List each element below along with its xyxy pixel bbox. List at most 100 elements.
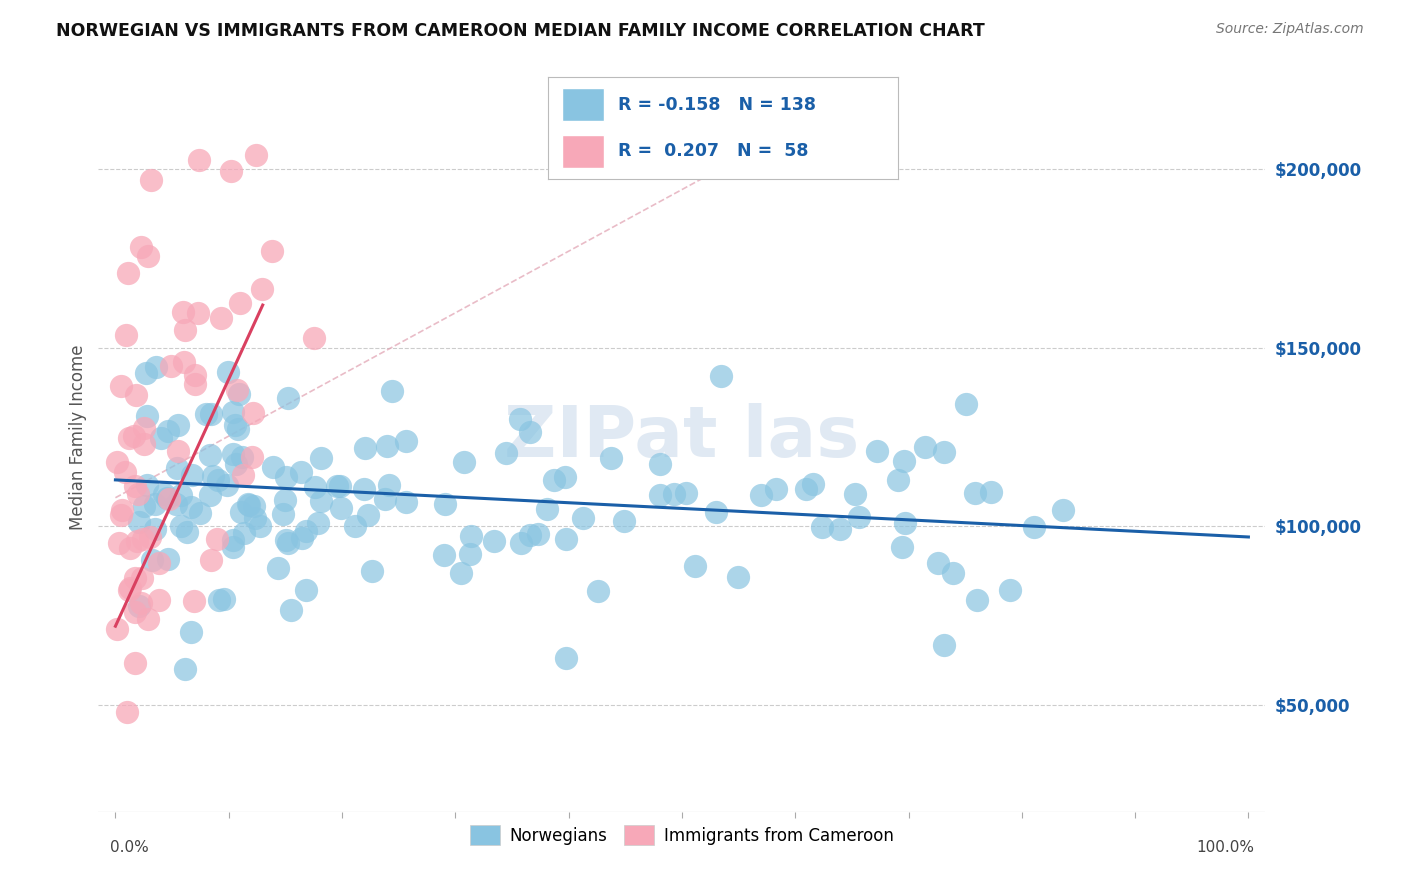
Point xyxy=(662,487,685,501)
Point xyxy=(280,602,302,616)
Text: 0.0%: 0.0% xyxy=(110,840,149,855)
Point xyxy=(381,384,404,398)
Point xyxy=(932,638,955,652)
Point xyxy=(173,355,195,369)
Point xyxy=(460,529,482,543)
Point xyxy=(209,311,232,326)
Point xyxy=(893,453,915,467)
Point xyxy=(170,488,193,502)
Point xyxy=(1052,503,1074,517)
Point xyxy=(128,599,150,613)
Point xyxy=(136,612,159,626)
Point xyxy=(274,533,297,547)
Point xyxy=(136,478,159,492)
Point xyxy=(571,510,593,524)
Point xyxy=(167,418,190,433)
Point xyxy=(198,448,221,462)
Point xyxy=(519,528,541,542)
Point xyxy=(555,533,578,547)
Point xyxy=(128,516,150,530)
Point xyxy=(262,459,284,474)
Point xyxy=(214,592,236,607)
Point xyxy=(942,566,965,581)
Point xyxy=(998,582,1021,597)
Point xyxy=(208,592,231,607)
Point xyxy=(460,548,482,562)
Point xyxy=(200,407,222,421)
Point xyxy=(124,605,146,619)
Point xyxy=(965,486,987,500)
Point xyxy=(172,305,194,319)
Point xyxy=(173,322,195,336)
Point xyxy=(955,397,977,411)
Point xyxy=(527,526,550,541)
Point xyxy=(710,368,733,383)
Point xyxy=(326,479,349,493)
Point xyxy=(894,516,917,531)
Point xyxy=(143,497,166,511)
Point xyxy=(519,425,541,439)
Point xyxy=(274,470,297,484)
Point xyxy=(180,500,202,515)
Point xyxy=(304,481,326,495)
Point xyxy=(685,558,707,573)
Point xyxy=(226,422,249,436)
Point xyxy=(648,487,671,501)
Point xyxy=(794,483,817,497)
Point xyxy=(125,388,148,402)
Point xyxy=(122,428,145,442)
Point xyxy=(187,305,209,319)
Point xyxy=(811,519,834,533)
Point xyxy=(329,500,352,515)
Point xyxy=(180,625,202,640)
Point xyxy=(249,519,271,533)
Point xyxy=(891,540,914,554)
Point xyxy=(132,421,155,435)
Point xyxy=(183,594,205,608)
Point xyxy=(157,491,180,506)
Point xyxy=(224,418,246,433)
Point xyxy=(434,497,457,511)
Point xyxy=(110,508,132,522)
Point xyxy=(207,473,229,487)
Point xyxy=(188,153,211,167)
Point xyxy=(309,494,332,508)
Point xyxy=(495,445,517,459)
Point xyxy=(295,524,318,538)
Point xyxy=(613,514,636,528)
Point xyxy=(233,525,256,540)
Point xyxy=(118,431,141,445)
Point xyxy=(291,531,314,545)
Point xyxy=(222,405,245,419)
Y-axis label: Median Family Income: Median Family Income xyxy=(69,344,87,530)
Point xyxy=(238,498,260,512)
Point xyxy=(117,582,139,597)
Point xyxy=(377,478,399,492)
Point xyxy=(200,553,222,567)
Point xyxy=(543,473,565,487)
Point xyxy=(200,488,222,502)
Point xyxy=(395,495,418,509)
Text: Source: ZipAtlas.com: Source: ZipAtlas.com xyxy=(1216,22,1364,37)
Point xyxy=(555,651,578,665)
Point xyxy=(927,556,949,570)
Point xyxy=(135,366,157,380)
Point xyxy=(290,465,312,479)
Point xyxy=(374,492,396,507)
Point xyxy=(184,377,207,392)
Point xyxy=(222,540,245,554)
Point xyxy=(157,424,180,438)
Point xyxy=(271,508,294,522)
Point xyxy=(127,486,149,500)
Point xyxy=(105,623,128,637)
Point xyxy=(228,386,250,401)
Point xyxy=(510,536,533,550)
Point xyxy=(173,662,195,676)
Text: NORWEGIAN VS IMMIGRANTS FROM CAMEROON MEDIAN FAMILY INCOME CORRELATION CHART: NORWEGIAN VS IMMIGRANTS FROM CAMEROON ME… xyxy=(56,22,986,40)
Point xyxy=(295,582,318,597)
Point xyxy=(980,485,1002,500)
Point xyxy=(124,656,146,670)
Point xyxy=(143,522,166,536)
Point xyxy=(141,553,163,567)
Point xyxy=(132,499,155,513)
